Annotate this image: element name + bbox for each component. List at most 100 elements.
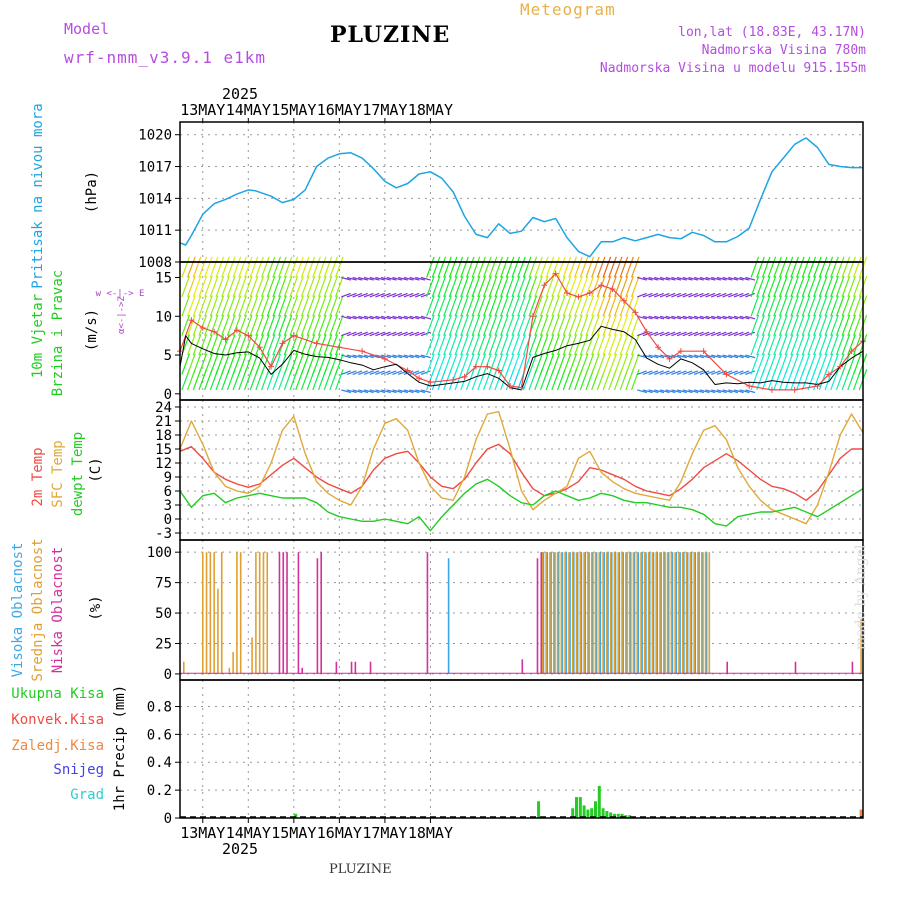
wind-arrow: [824, 334, 834, 356]
wind-arrow: [482, 256, 492, 278]
wind-arrow: [745, 331, 755, 337]
gust-marker: [450, 376, 457, 383]
wind-arrow: [255, 276, 264, 298]
wind-arrow: [659, 331, 670, 337]
wind-arrow: [426, 256, 435, 278]
wind-arrow: [852, 334, 862, 356]
wind-arrow: [659, 292, 670, 298]
wind-arrow: [750, 314, 760, 336]
wind-arrow: [534, 276, 543, 298]
wind-arrow: [801, 334, 811, 356]
gust-marker: [416, 375, 423, 382]
wind-arrow: [637, 389, 648, 394]
gust-marker: [211, 328, 218, 335]
wind-arrow: [693, 331, 704, 337]
precip-ytick-label: 0: [164, 811, 172, 827]
wind-ytick-label: 15: [155, 271, 172, 287]
wind-arrow: [728, 370, 738, 375]
wind-arrow: [711, 276, 722, 281]
wind-arrow: [312, 276, 321, 298]
wind-arrow: [358, 276, 369, 281]
wind-arrow: [477, 353, 486, 375]
wind-arrow: [454, 314, 464, 336]
wind-arrow: [739, 292, 750, 298]
wind-arrow: [784, 295, 794, 317]
wind-arrow: [517, 334, 526, 356]
wind-arrow: [317, 295, 327, 317]
wind-arrow: [329, 314, 338, 336]
wind-arrow: [579, 295, 589, 317]
precip-bar: [571, 808, 575, 818]
wind-arrow: [181, 295, 190, 317]
wind-arrow: [630, 276, 640, 298]
wind-arrow: [745, 292, 755, 298]
wind-arrow: [591, 314, 600, 336]
wind-arrow: [329, 295, 338, 317]
wind-arrow: [585, 353, 595, 375]
wind-arrow: [511, 314, 521, 336]
wind-arrow: [272, 295, 282, 317]
footer-station: PLUZINE: [329, 862, 392, 877]
wind-arrow: [642, 315, 653, 320]
cloud-label-low: Niska Oblacnost: [50, 547, 66, 673]
wind-arrow: [278, 276, 287, 298]
wind-arrow: [471, 334, 481, 356]
wind-arrow: [807, 276, 817, 298]
wind-arrow: [722, 370, 733, 375]
wind-arrow: [505, 276, 515, 298]
wind-arrow: [562, 314, 572, 336]
wind-arrow: [847, 256, 856, 278]
day-label-bottom: 13MAY: [180, 824, 225, 842]
wind-arrow: [676, 292, 687, 298]
wind-arrow: [619, 295, 629, 317]
wind-arrow: [335, 353, 344, 375]
wind-arrow: [477, 295, 486, 317]
temperature-ytick-label: 24: [155, 400, 172, 416]
wind-arrow: [204, 334, 213, 356]
wind-direction-legend: w <-|-> E: [96, 289, 145, 299]
wind-arrow: [238, 276, 247, 298]
wind-arrow: [249, 334, 259, 356]
wind-arrow: [266, 334, 276, 356]
pressure-ytick-label: 1020: [138, 128, 172, 144]
wind-arrow: [369, 331, 380, 337]
wind-arrow: [403, 331, 414, 337]
wind-alpha-legend: α<-|->Z: [117, 295, 127, 334]
wind-arrow: [852, 295, 862, 317]
wind-arrow: [471, 314, 481, 336]
wind-arrow: [346, 354, 357, 359]
wind-arrow: [733, 292, 744, 298]
wind-arrow: [796, 295, 805, 317]
wind-arrow: [778, 353, 788, 375]
wind-arrow: [505, 334, 515, 356]
wind-arrow: [676, 315, 687, 320]
wind-unit: (m/s): [84, 309, 100, 351]
wind-arrow: [289, 295, 299, 317]
wind-arrow: [767, 256, 777, 278]
wind-arrow: [415, 331, 425, 337]
wind-arrow: [454, 256, 464, 278]
wind-arrow: [534, 353, 543, 375]
wind-arrow: [551, 353, 560, 375]
wind-arrow: [295, 256, 304, 278]
wind-arrow: [596, 295, 606, 317]
temp-line-2: [179, 478, 864, 532]
wind-arrow: [608, 334, 617, 356]
wind-arrow: [613, 295, 623, 317]
gust-marker: [518, 384, 525, 391]
wind-arrow: [278, 295, 287, 317]
wind-arrow: [261, 256, 270, 278]
gust-marker: [552, 270, 559, 277]
wind-arrow: [415, 370, 425, 375]
wind-arrow: [596, 314, 606, 336]
wind-arrow: [807, 353, 817, 375]
wind-gust-line: [179, 273, 864, 391]
wind-arrow: [369, 276, 380, 281]
gust-marker: [495, 367, 502, 374]
wind-arrow: [602, 295, 612, 317]
wind-arrow: [181, 314, 190, 336]
wind-arrow: [556, 334, 566, 356]
wind-arrow: [625, 256, 634, 278]
cloud-ytick-label: 25: [155, 636, 172, 652]
wind-arrow: [648, 370, 659, 375]
